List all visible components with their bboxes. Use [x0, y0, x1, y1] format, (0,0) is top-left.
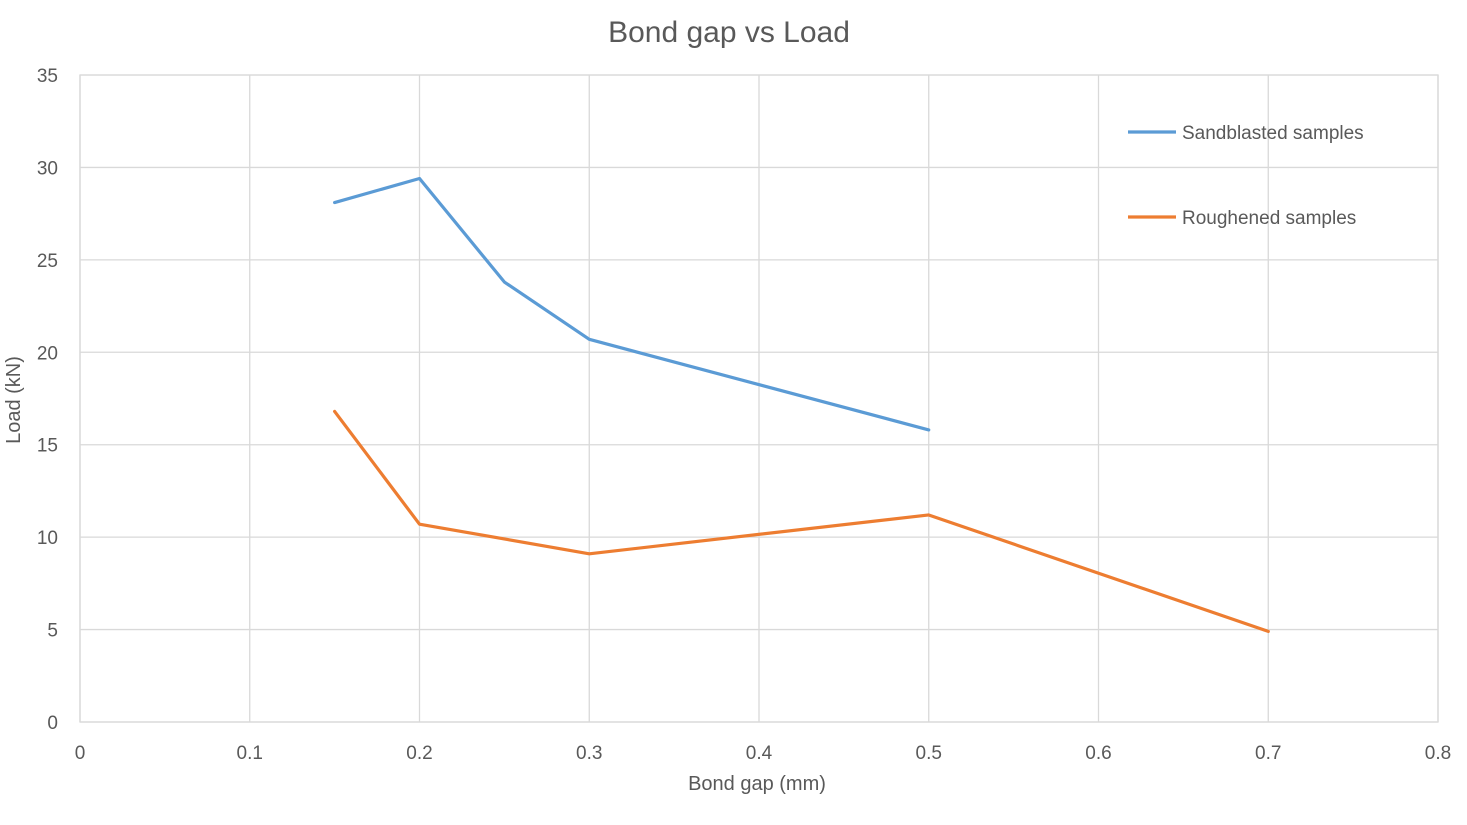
x-tick-label: 0	[75, 743, 86, 764]
y-tick-label: 30	[37, 158, 58, 179]
x-tick-label: 0.5	[916, 743, 942, 764]
chart-title: Bond gap vs Load	[608, 16, 850, 49]
series-line-sandblasted-samples	[333, 176, 931, 432]
x-tick-label: 0.3	[576, 743, 602, 764]
legend-label: Roughened samples	[1182, 208, 1356, 229]
legend: Sandblasted samples Roughened samples	[1128, 123, 1364, 229]
grid	[79, 74, 1439, 723]
y-axis-ticks: 0 5 10 15 20 25 30 35	[37, 66, 58, 734]
x-tick-label: 0.4	[746, 743, 773, 764]
y-axis-label: Load (kN)	[3, 356, 25, 444]
y-tick-label: 25	[37, 251, 58, 272]
y-tick-label: 15	[37, 436, 58, 457]
x-tick-label: 0.7	[1255, 743, 1281, 764]
x-tick-label: 0.6	[1085, 743, 1111, 764]
series	[333, 176, 1270, 634]
y-tick-label: 20	[37, 343, 58, 364]
legend-label: Sandblasted samples	[1182, 123, 1364, 144]
y-tick-label: 5	[47, 621, 58, 642]
x-tick-label: 0.2	[406, 743, 432, 764]
y-tick-label: 10	[37, 528, 58, 549]
x-tick-label: 0.1	[237, 743, 263, 764]
y-tick-label: 35	[37, 66, 58, 87]
x-axis-ticks: 0 0.1 0.2 0.3 0.4 0.5 0.6 0.7 0.8	[75, 743, 1452, 764]
x-axis-label: Bond gap (mm)	[688, 773, 826, 795]
y-tick-label: 0	[47, 713, 58, 734]
plot-area	[79, 74, 1439, 723]
x-tick-label: 0.8	[1425, 743, 1451, 764]
